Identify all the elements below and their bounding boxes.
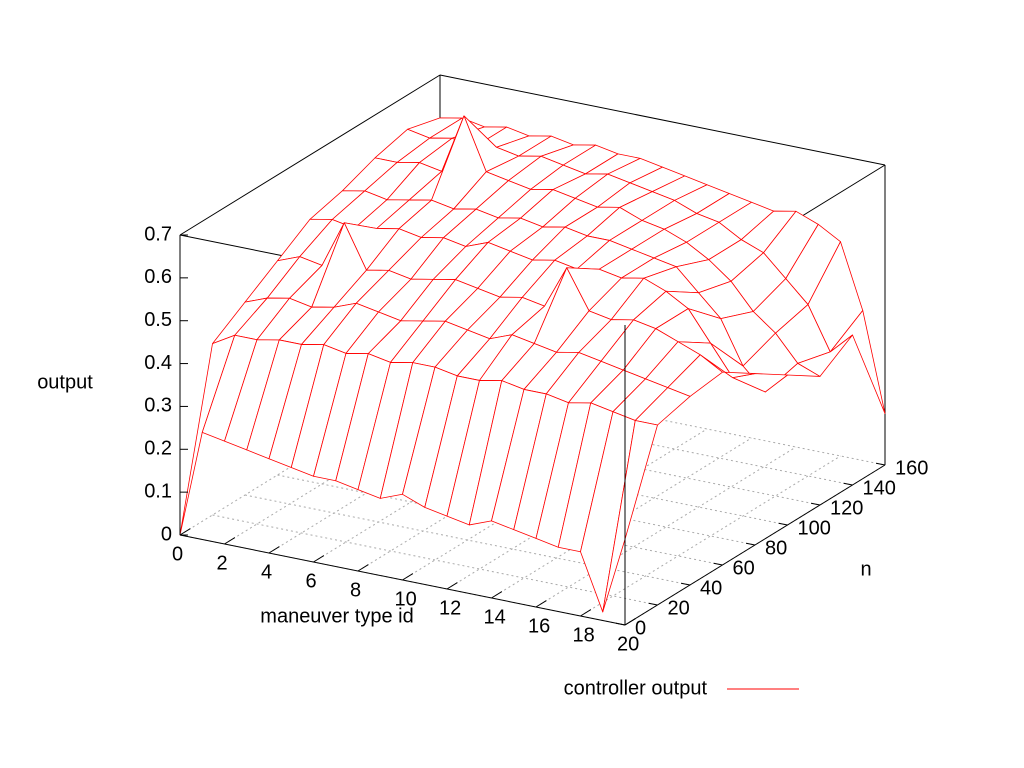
tick-mark: [713, 562, 723, 566]
grid-line: [268, 392, 530, 554]
y-tick-label: 140: [863, 477, 896, 499]
z-axis-label: output: [37, 371, 93, 393]
tick-mark: [778, 522, 788, 526]
x-tick-label: 16: [528, 615, 550, 637]
x-tick-label: 20: [617, 633, 639, 655]
grid-line: [535, 446, 797, 608]
z-tick-label: 0.7: [144, 223, 172, 245]
z-tick-label: 0.6: [144, 266, 172, 288]
box-edge: [439, 74, 886, 166]
z-tick-label: 0.3: [144, 395, 172, 417]
surface-cell: [602, 420, 658, 613]
z-tick-label: 0.2: [144, 438, 172, 460]
y-tick-label: 100: [798, 517, 831, 539]
x-tick-label: 14: [484, 606, 506, 628]
grid-line: [224, 383, 485, 545]
grid-line: [179, 374, 441, 536]
grid-line: [277, 474, 723, 566]
x-tick-label: 12: [439, 597, 461, 619]
tick-mark: [224, 537, 236, 545]
tick-mark: [268, 546, 280, 554]
tick-mark: [535, 600, 547, 608]
grid-line: [402, 419, 663, 581]
y-tick-label: 40: [700, 577, 722, 599]
x-tick-label: 4: [261, 561, 272, 583]
x-tick-label: 6: [306, 570, 317, 592]
tick-mark: [580, 609, 592, 617]
grid-line: [580, 455, 841, 617]
grid-line: [357, 410, 619, 572]
legend-label: controller output: [564, 677, 708, 699]
x-tick-label: 18: [573, 624, 595, 646]
x-tick-label: 8: [350, 579, 361, 601]
tick-mark: [446, 582, 458, 590]
x-tick-label: 10: [395, 588, 417, 610]
tick-mark: [179, 528, 191, 536]
grid-line: [244, 494, 691, 586]
grid-line: [212, 514, 658, 606]
x-axis-label: maneuver type id: [260, 605, 413, 627]
y-tick-label: 160: [895, 457, 928, 479]
tick-mark: [876, 462, 886, 466]
tick-mark: [746, 542, 756, 546]
grid-line: [313, 401, 574, 563]
tick-mark: [843, 482, 853, 486]
tick-mark: [313, 555, 325, 563]
y-tick-label: 60: [733, 557, 755, 579]
y-axis-label: n: [860, 558, 871, 580]
tick-mark: [648, 602, 658, 606]
box-edge: [179, 74, 441, 236]
z-tick-label: 0.4: [144, 352, 172, 374]
z-tick-label: 0.1: [144, 480, 172, 502]
tick-mark: [402, 573, 414, 581]
tick-mark: [681, 582, 691, 586]
tick-mark: [616, 622, 626, 626]
x-tick-label: 2: [217, 552, 228, 574]
y-tick-label: 80: [765, 537, 787, 559]
y-tick-label: 120: [830, 497, 863, 519]
grid-line: [446, 428, 708, 590]
z-tick-label: 0: [161, 523, 172, 545]
y-tick-label: 0: [635, 617, 646, 639]
tick-mark: [357, 564, 369, 572]
x-tick-label: 0: [172, 543, 183, 565]
tick-mark: [491, 591, 503, 599]
grid-line: [491, 437, 752, 599]
tick-mark: [624, 618, 636, 626]
z-tick-label: 0.5: [144, 309, 172, 331]
y-tick-label: 20: [668, 597, 690, 619]
tick-mark: [811, 502, 821, 506]
